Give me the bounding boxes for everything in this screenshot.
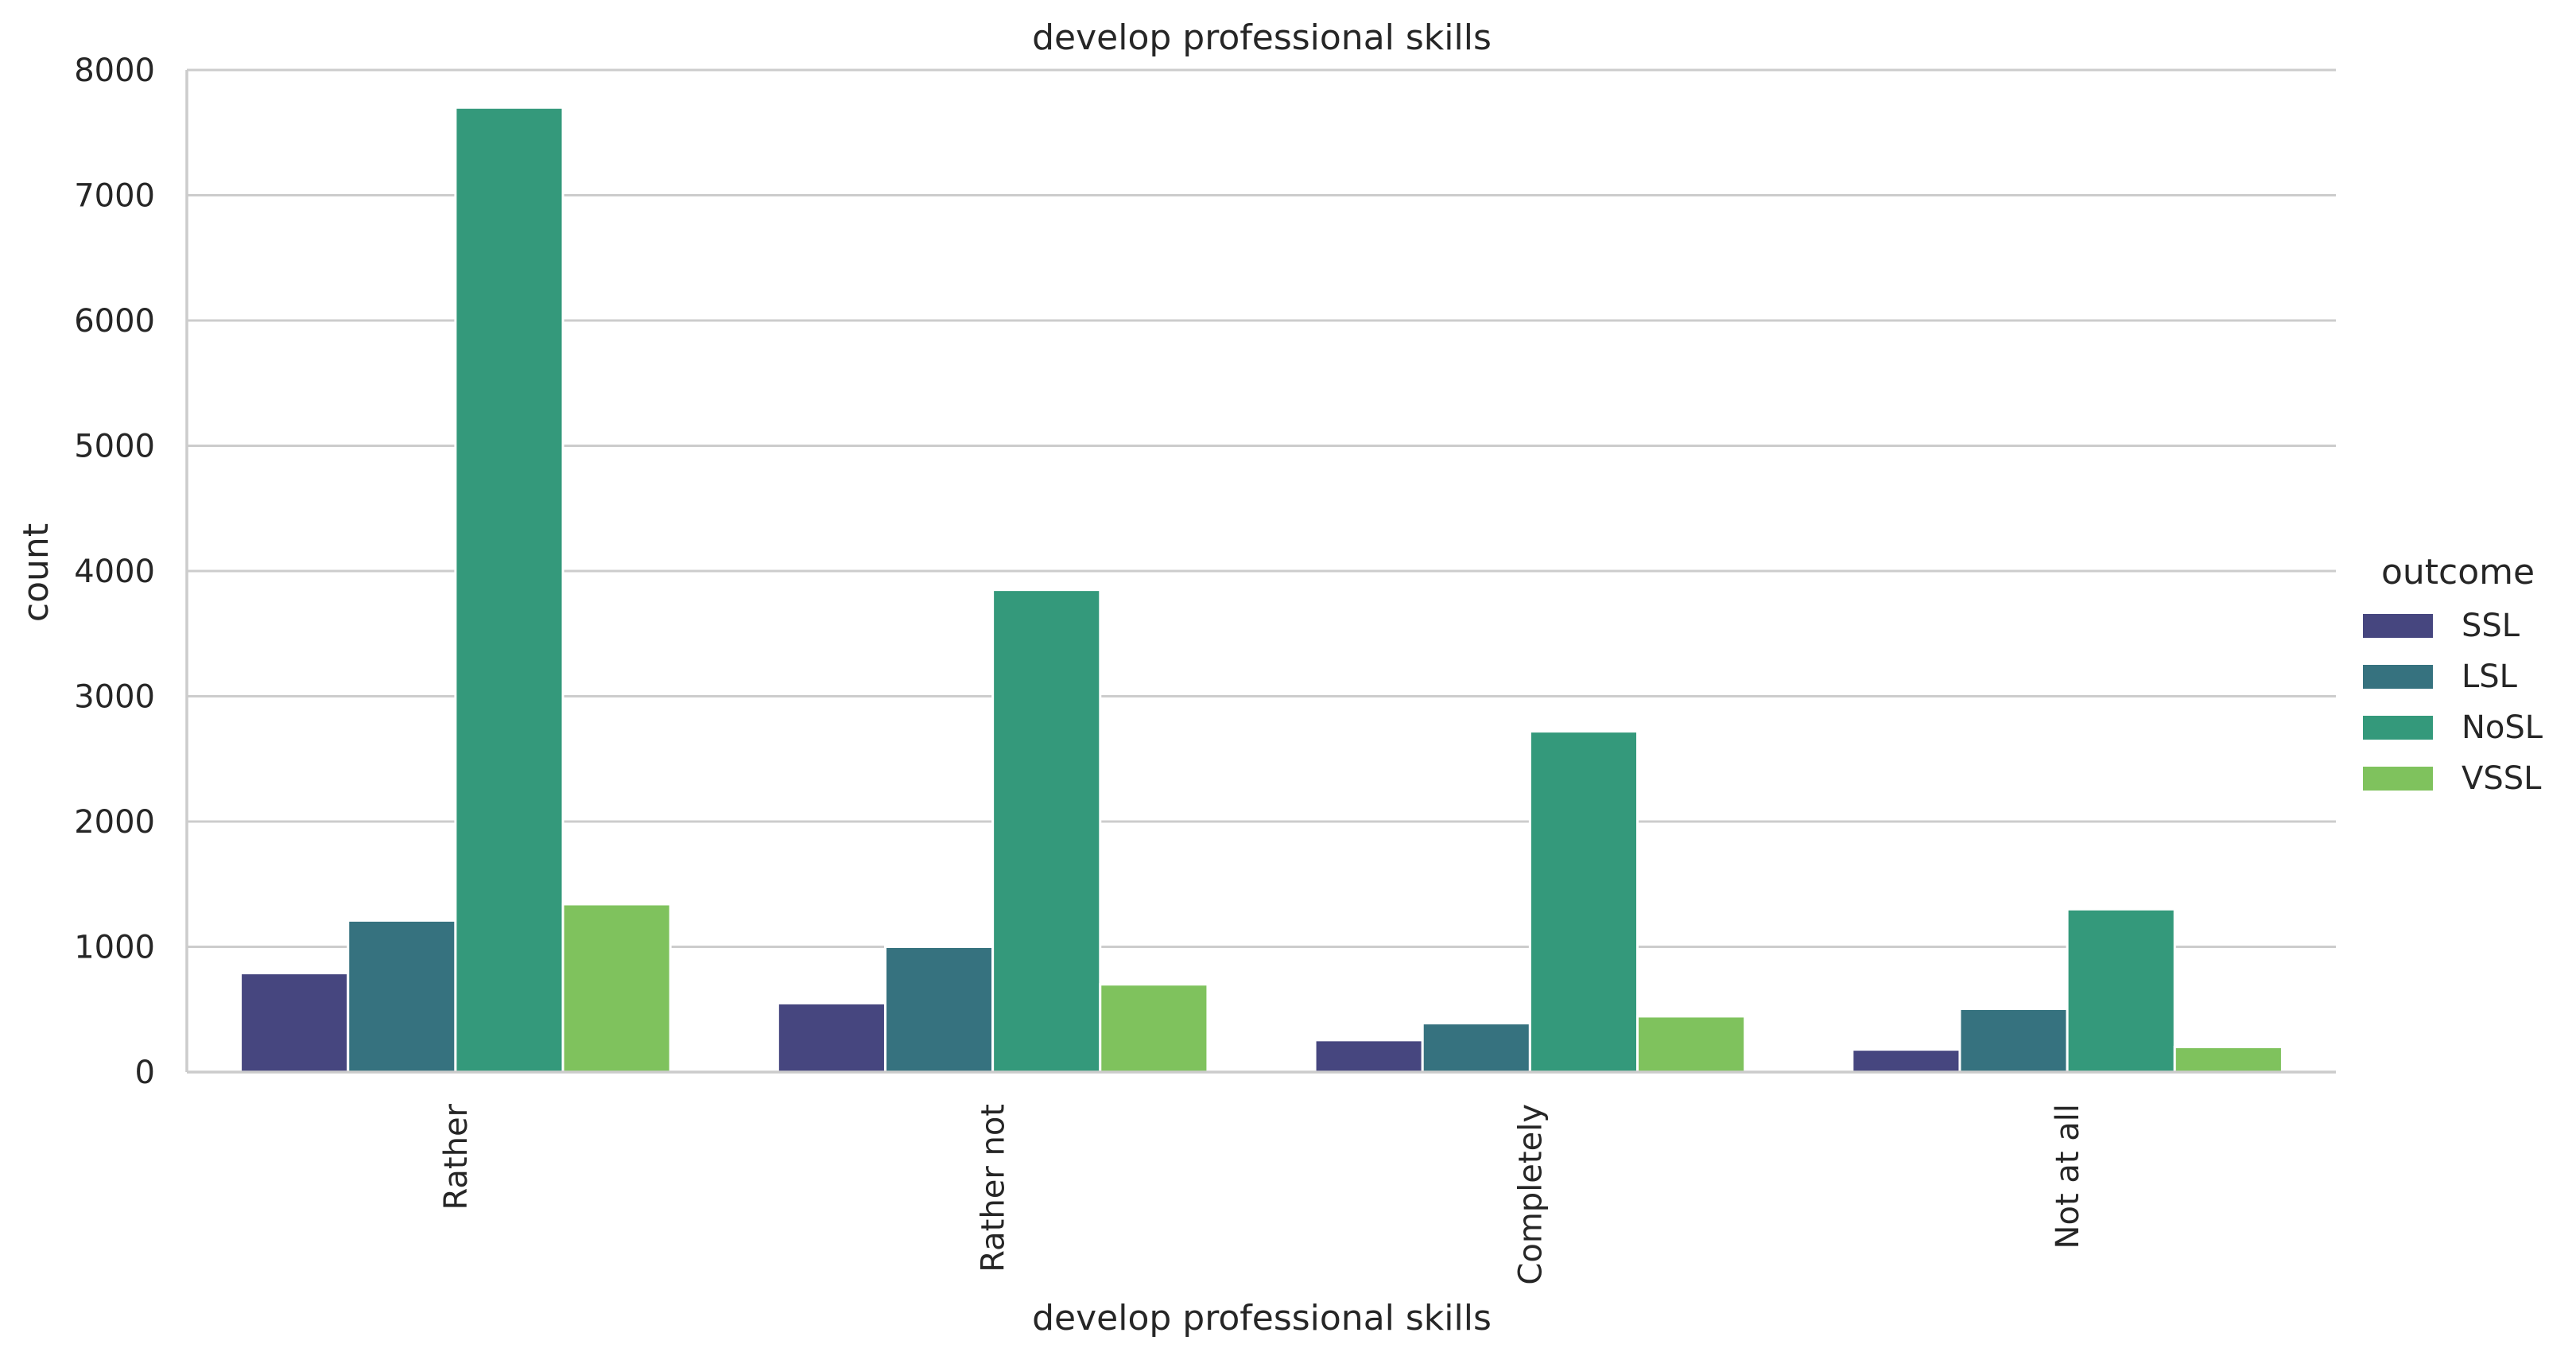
y-tick-label: 6000 (74, 303, 155, 340)
legend-label-ssl: SSL (2462, 608, 2520, 644)
bar-lsl-completely (1421, 1022, 1531, 1074)
bar-nosl-rather-not (991, 589, 1102, 1074)
bar-vssl-rather (561, 903, 672, 1074)
x-tick-label: Rather (438, 1103, 475, 1210)
y-tick-labels: 0 1000 2000 3000 4000 5000 6000 7000 8000 (74, 52, 155, 1091)
bars (239, 106, 2283, 1074)
y-tick-label: 2000 (74, 804, 155, 841)
x-axis-label: develop professional skills (1032, 1298, 1492, 1338)
y-tick-label: 5000 (74, 429, 155, 465)
bar-lsl-rather-not (883, 946, 995, 1074)
bar-vssl-rather-not (1099, 983, 1209, 1074)
legend-label-vssl: VSSL (2462, 760, 2542, 797)
y-tick-label: 3000 (74, 679, 155, 716)
bar-lsl-not-at-all (1958, 1007, 2069, 1074)
legend-swatch-vssl (2363, 767, 2433, 791)
x-tick-label: Completely (1512, 1104, 1549, 1285)
bar-ssl-rather (239, 972, 350, 1074)
bar-lsl-rather (347, 919, 457, 1074)
y-tick-label: 7000 (74, 178, 155, 215)
y-tick-label: 4000 (74, 554, 155, 590)
bar-ssl-completely (1313, 1039, 1424, 1074)
bar-nosl-not-at-all (2066, 907, 2176, 1074)
legend-title: outcome (2381, 552, 2535, 592)
x-tick-label: Not at all (2050, 1104, 2086, 1249)
x-tick-labels: Rather Rather not Completely Not at all (438, 1103, 2086, 1284)
axes (185, 70, 2336, 1074)
y-tick-label: 0 (135, 1055, 155, 1091)
legend-label-lsl: LSL (2462, 659, 2518, 695)
bar-nosl-completely (1528, 730, 1639, 1074)
legend-swatch-ssl (2363, 614, 2433, 638)
legend: outcome SSL LSL NoSL VSSL (2363, 552, 2543, 797)
y-axis-label: count (16, 523, 56, 622)
chart-title: develop professional skills (1032, 17, 1492, 58)
bar-vssl-not-at-all (2173, 1046, 2283, 1074)
bar-ssl-not-at-all (1851, 1048, 1961, 1074)
legend-swatch-nosl (2363, 716, 2433, 740)
bar-nosl-rather (454, 106, 564, 1074)
y-tick-label: 1000 (74, 930, 155, 966)
bar-ssl-rather-not (776, 1001, 886, 1074)
y-tick-label: 8000 (74, 52, 155, 89)
x-tick-label: Rather not (976, 1104, 1012, 1272)
bar-vssl-completely (1636, 1015, 1747, 1074)
legend-label-nosl: NoSL (2462, 709, 2543, 746)
legend-swatch-lsl (2363, 665, 2433, 689)
